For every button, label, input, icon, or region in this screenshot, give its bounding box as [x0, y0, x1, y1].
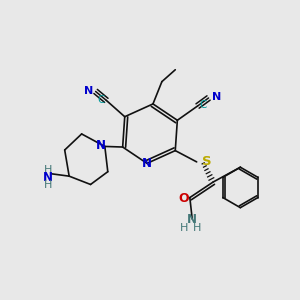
Text: S: S: [202, 155, 211, 168]
Text: O: O: [178, 192, 189, 205]
Text: N: N: [187, 213, 197, 226]
Text: N: N: [43, 171, 53, 184]
Text: H: H: [180, 223, 188, 233]
Text: N: N: [212, 92, 221, 102]
Text: N: N: [142, 157, 152, 170]
Text: C: C: [98, 95, 105, 105]
Text: N: N: [84, 86, 93, 96]
Text: N: N: [96, 139, 106, 152]
Text: C: C: [199, 100, 206, 110]
Text: H: H: [193, 223, 201, 233]
Text: H: H: [44, 165, 52, 175]
Text: H: H: [44, 180, 52, 190]
